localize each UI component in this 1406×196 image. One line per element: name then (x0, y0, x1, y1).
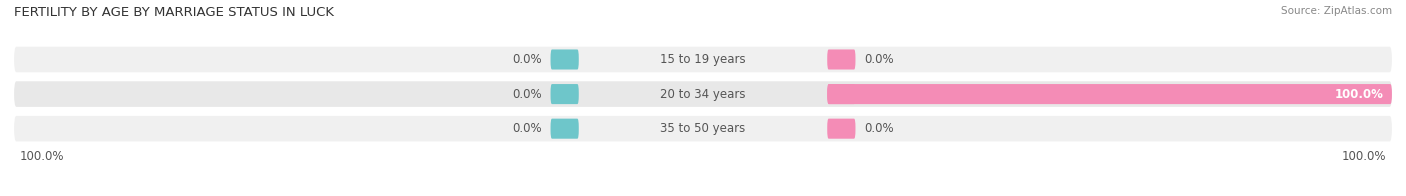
Text: Source: ZipAtlas.com: Source: ZipAtlas.com (1281, 6, 1392, 16)
FancyBboxPatch shape (827, 49, 855, 70)
Text: 15 to 19 years: 15 to 19 years (661, 53, 745, 66)
Text: 100.0%: 100.0% (20, 150, 65, 163)
FancyBboxPatch shape (827, 84, 855, 104)
Text: 20 to 34 years: 20 to 34 years (661, 88, 745, 101)
Text: 0.0%: 0.0% (863, 122, 894, 135)
FancyBboxPatch shape (14, 47, 1392, 72)
Text: 100.0%: 100.0% (1334, 88, 1384, 101)
FancyBboxPatch shape (827, 119, 855, 139)
Text: FERTILITY BY AGE BY MARRIAGE STATUS IN LUCK: FERTILITY BY AGE BY MARRIAGE STATUS IN L… (14, 6, 335, 19)
Text: 0.0%: 0.0% (512, 88, 543, 101)
FancyBboxPatch shape (551, 84, 579, 104)
FancyBboxPatch shape (551, 119, 579, 139)
FancyBboxPatch shape (14, 116, 1392, 142)
FancyBboxPatch shape (827, 84, 1392, 104)
Text: 0.0%: 0.0% (512, 122, 543, 135)
Text: 100.0%: 100.0% (1341, 150, 1386, 163)
Text: 35 to 50 years: 35 to 50 years (661, 122, 745, 135)
Text: 0.0%: 0.0% (863, 53, 894, 66)
Text: 0.0%: 0.0% (512, 53, 543, 66)
FancyBboxPatch shape (551, 49, 579, 70)
FancyBboxPatch shape (14, 81, 1392, 107)
